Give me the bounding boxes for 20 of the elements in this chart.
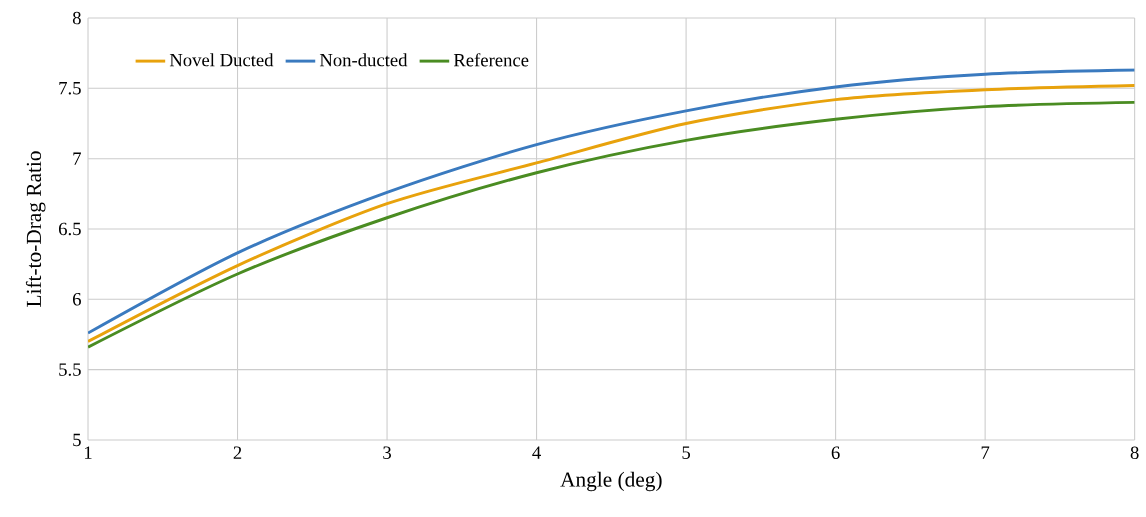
x-tick-label: 2 xyxy=(233,446,242,459)
x-tick-label: 8 xyxy=(1130,446,1139,460)
y-tick-label: 7.5 xyxy=(59,82,81,95)
y-tick-label: 5.5 xyxy=(59,363,81,376)
x-tick-label: 4 xyxy=(532,446,541,459)
x-tick-label: 3 xyxy=(383,446,391,460)
y-tick-label: 6 xyxy=(72,293,81,306)
legend-label: Reference xyxy=(453,53,529,67)
y-axis-title: Lift-to-Drag Ratio xyxy=(25,151,46,307)
y-tick-label: 8 xyxy=(72,11,81,25)
x-tick-label: 1 xyxy=(84,446,92,459)
y-tick-label: 6.5 xyxy=(58,222,81,236)
x-axis-title: Angle (deg) xyxy=(560,471,662,492)
y-tick-label: 5 xyxy=(73,433,81,447)
x-tick-label: 7 xyxy=(981,446,990,459)
legend-label: Non-ducted xyxy=(319,53,408,67)
x-tick-label: 6 xyxy=(831,446,840,460)
legend-label: Novel Ducted xyxy=(169,53,274,67)
x-tick-label: 5 xyxy=(682,446,691,459)
y-tick-label: 7 xyxy=(73,152,81,165)
